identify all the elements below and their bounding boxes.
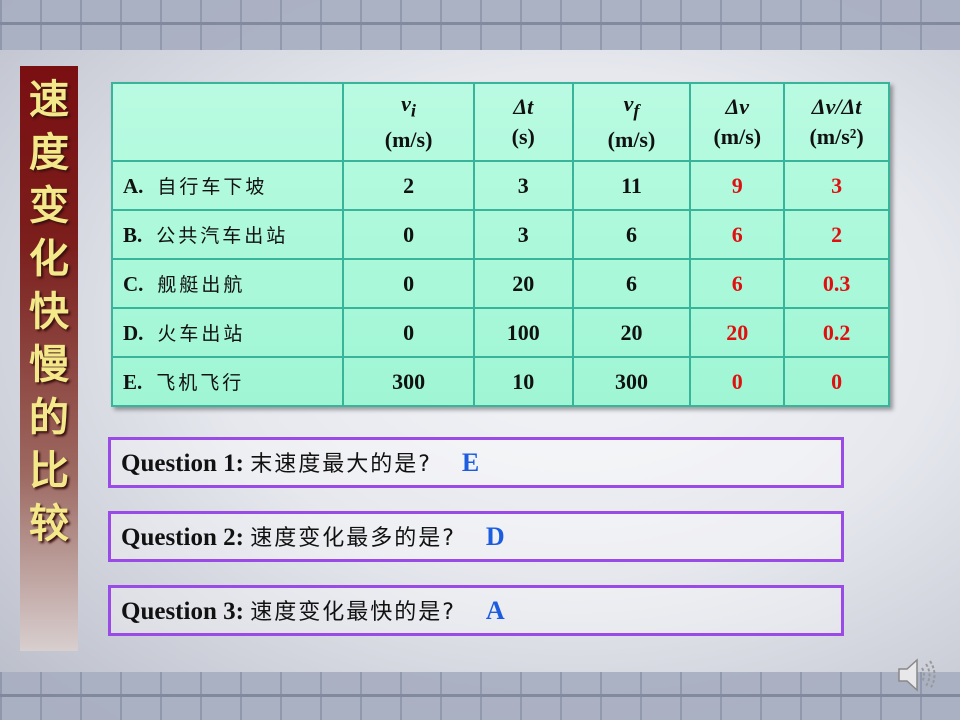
table-header-row: vi (m/s) Δt (s) vf (m/s) Δv (m/s) Δv/Δt (m/s²): [110, 82, 890, 162]
cell-a: 3: [783, 160, 890, 211]
row-label: B. 公共汽车出站: [110, 209, 345, 260]
row-label: E. 飞机飞行: [110, 356, 345, 407]
slide-title: 速度变化快慢的比较: [20, 66, 78, 551]
cell-dv: 0: [689, 356, 786, 407]
column-header: vi (m/s): [342, 82, 475, 162]
row-name: 自行车下坡: [157, 176, 268, 198]
question-box-3: Question 3: 速度变化最快的是? A: [108, 585, 844, 636]
cell-dt: 3: [472, 209, 574, 260]
row-letter: D.: [123, 321, 144, 345]
cell-vf: 11: [571, 160, 692, 211]
question-label: Question 2:: [121, 524, 244, 551]
column-header: Δv/Δt (m/s²): [783, 82, 890, 162]
title-char: 慢: [29, 342, 69, 388]
title-char: 较: [29, 501, 69, 547]
top-decorative-band: [0, 0, 960, 50]
header-unit: (m/s²): [809, 124, 864, 149]
question-box-1: Question 1: 末速度最大的是? E: [108, 437, 844, 488]
row-letter: A.: [123, 174, 144, 198]
title-char: 比: [29, 448, 69, 494]
table-row: E. 飞机飞行 300 10 300 0 0: [110, 356, 890, 407]
cell-dv: 9: [689, 160, 786, 211]
title-char: 化: [29, 236, 69, 282]
row-label: C. 舰艇出航: [110, 258, 345, 309]
row-name: 火车出站: [157, 323, 246, 345]
title-char: 速: [29, 77, 69, 123]
question-answer: A: [485, 596, 505, 625]
header-symbol: Δv/Δt: [811, 94, 862, 119]
header-symbol: v: [401, 90, 411, 116]
cell-vf: 6: [571, 209, 692, 260]
question-text: 速度变化最多的是?: [250, 526, 456, 551]
row-name: 公共汽车出站: [156, 225, 289, 247]
header-unit: (m/s): [607, 127, 656, 153]
cell-vf: 300: [571, 356, 692, 407]
cell-dv: 6: [689, 209, 786, 260]
cell-dv: 20: [689, 307, 786, 358]
title-char: 的: [29, 395, 69, 441]
cell-dv: 6: [689, 258, 786, 309]
header-symbol: v: [623, 90, 634, 116]
cell-vi: 0: [342, 258, 475, 309]
cell-vi: 0: [342, 209, 475, 260]
question-answer: E: [461, 448, 480, 477]
table-row: C. 舰艇出航 0 20 6 6 0.3: [110, 258, 890, 309]
data-table: vi (m/s) Δt (s) vf (m/s) Δv (m/s) Δv/Δt (m/s²) A.…: [110, 82, 890, 407]
title-bar: [20, 66, 78, 651]
header-symbol: Δt: [513, 94, 534, 119]
header-unit: (m/s): [713, 124, 762, 149]
cell-a: 0.2: [783, 307, 890, 358]
row-label: A. 自行车下坡: [110, 160, 345, 211]
table-row: D. 火车出站 0 100 20 20 0.2: [110, 307, 890, 358]
question-box-2: Question 2: 速度变化最多的是? D: [108, 511, 844, 562]
question-text: 速度变化最快的是?: [250, 600, 456, 625]
column-header: [110, 82, 345, 162]
cell-vi: 2: [342, 160, 475, 211]
header-subscript: i: [410, 100, 416, 121]
cell-a: 2: [783, 209, 890, 260]
speaker-icon[interactable]: [895, 655, 937, 695]
row-letter: C.: [123, 272, 144, 296]
row-label: D. 火车出站: [110, 307, 345, 358]
cell-a: 0: [783, 356, 890, 407]
row-name: 飞机飞行: [156, 372, 245, 394]
cell-vi: 300: [342, 356, 475, 407]
row-letter: E.: [123, 370, 143, 394]
table-row: B. 公共汽车出站 0 3 6 6 2: [110, 209, 890, 260]
question-label: Question 1:: [121, 450, 244, 477]
row-name: 舰艇出航: [157, 274, 246, 296]
cell-dt: 10: [472, 356, 574, 407]
title-char: 快: [29, 289, 69, 335]
header-symbol: Δv: [725, 94, 750, 119]
title-char: 变: [29, 183, 69, 229]
title-char: 度: [29, 130, 69, 176]
cell-vf: 20: [571, 307, 692, 358]
column-header: vf (m/s): [571, 82, 692, 162]
question-label: Question 3:: [121, 598, 244, 625]
cell-a: 0.3: [783, 258, 890, 309]
question-answer: D: [485, 522, 505, 551]
header-subscript: f: [633, 100, 640, 121]
cell-dt: 3: [472, 160, 574, 211]
table-row: A. 自行车下坡 2 3 11 9 3: [110, 160, 890, 211]
question-text: 末速度最大的是?: [250, 452, 432, 477]
cell-vi: 0: [342, 307, 475, 358]
header-unit: (s): [511, 124, 535, 149]
column-header: Δt (s): [472, 82, 574, 162]
cell-dt: 20: [472, 258, 574, 309]
cell-dt: 100: [472, 307, 574, 358]
header-unit: (m/s): [384, 127, 433, 153]
bottom-decorative-band: [0, 672, 960, 720]
cell-vf: 6: [571, 258, 692, 309]
row-letter: B.: [123, 223, 143, 247]
column-header: Δv (m/s): [689, 82, 786, 162]
